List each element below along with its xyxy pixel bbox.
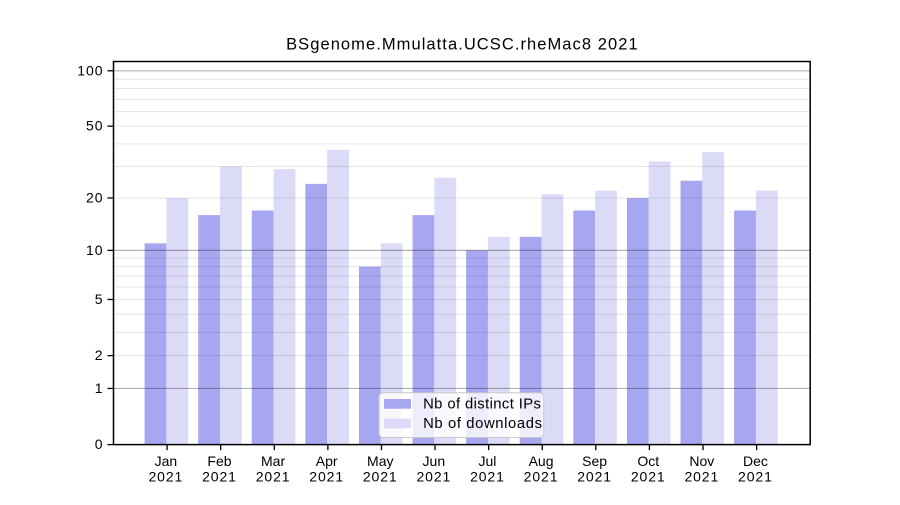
svg-text:2021: 2021 bbox=[524, 469, 559, 485]
svg-text:100: 100 bbox=[77, 62, 103, 78]
svg-text:2021: 2021 bbox=[631, 469, 666, 485]
svg-text:2021: 2021 bbox=[577, 469, 612, 485]
svg-text:2021: 2021 bbox=[149, 469, 184, 485]
svg-text:Oct: Oct bbox=[637, 453, 659, 469]
svg-text:Feb: Feb bbox=[207, 453, 231, 469]
svg-text:2021: 2021 bbox=[470, 469, 505, 485]
svg-text:Jan: Jan bbox=[155, 453, 178, 469]
svg-text:Jul: Jul bbox=[478, 453, 496, 469]
svg-text:2021: 2021 bbox=[416, 469, 451, 485]
svg-text:Sep: Sep bbox=[582, 453, 607, 469]
svg-text:2021: 2021 bbox=[363, 469, 398, 485]
svg-text:2021: 2021 bbox=[256, 469, 291, 485]
svg-text:Aug: Aug bbox=[529, 453, 554, 469]
svg-text:0: 0 bbox=[95, 436, 104, 452]
svg-text:2: 2 bbox=[95, 347, 104, 363]
svg-text:1: 1 bbox=[95, 380, 104, 396]
svg-text:Nov: Nov bbox=[689, 453, 714, 469]
svg-text:2021: 2021 bbox=[684, 469, 719, 485]
svg-text:Nb of distinct IPs: Nb of distinct IPs bbox=[423, 397, 541, 413]
svg-text:May: May bbox=[367, 453, 393, 469]
svg-text:Mar: Mar bbox=[261, 453, 285, 469]
svg-text:Apr: Apr bbox=[316, 453, 338, 469]
svg-text:Jun: Jun bbox=[423, 453, 446, 469]
svg-text:Nb of downloads: Nb of downloads bbox=[423, 416, 543, 432]
svg-text:10: 10 bbox=[86, 242, 104, 258]
svg-text:5: 5 bbox=[95, 291, 104, 307]
svg-text:50: 50 bbox=[86, 118, 104, 134]
svg-text:2021: 2021 bbox=[309, 469, 344, 485]
svg-text:20: 20 bbox=[86, 190, 104, 206]
svg-text:Dec: Dec bbox=[743, 453, 768, 469]
svg-text:2021: 2021 bbox=[738, 469, 773, 485]
svg-text:2021: 2021 bbox=[202, 469, 237, 485]
svg-text:BSgenome.Mmulatta.UCSC.rheMac8: BSgenome.Mmulatta.UCSC.rheMac8 2021 bbox=[286, 36, 639, 54]
